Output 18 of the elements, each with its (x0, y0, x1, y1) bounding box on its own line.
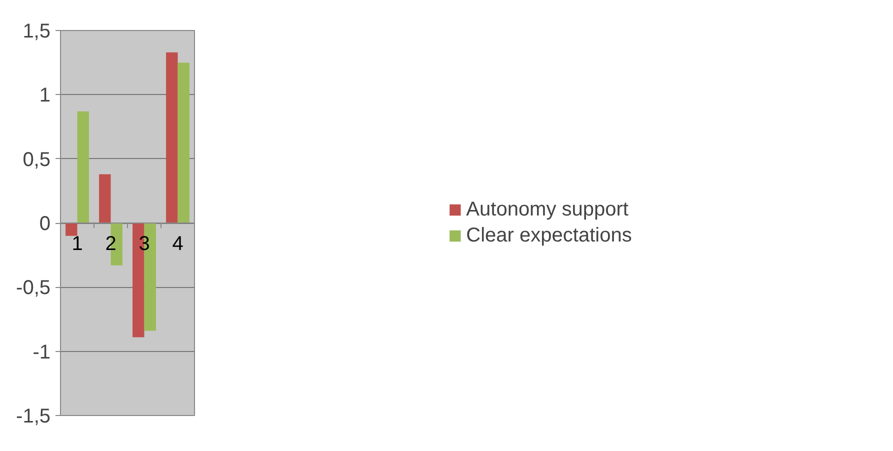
legend-label: Clear expectations (466, 224, 632, 247)
x-tick-label: 2 (105, 232, 116, 255)
y-tick-label: -1,5 (16, 406, 51, 428)
y-tick-label: -0,5 (16, 277, 51, 300)
bar (66, 223, 78, 236)
y-tick-label: 0 (39, 213, 50, 235)
bar (166, 52, 178, 223)
legend-label: Autonomy support (466, 198, 628, 221)
x-tick-label: 1 (72, 232, 83, 255)
bar (178, 62, 190, 223)
bar (99, 174, 111, 223)
y-tick-label: 1,5 (22, 20, 51, 42)
y-tick-label: -1 (32, 341, 51, 364)
y-tick-label: 0,5 (22, 148, 51, 171)
x-tick-label: 3 (138, 232, 150, 255)
x-tick-label: 4 (172, 232, 184, 255)
bar (77, 111, 89, 223)
y-tick-label: 1 (39, 84, 50, 107)
